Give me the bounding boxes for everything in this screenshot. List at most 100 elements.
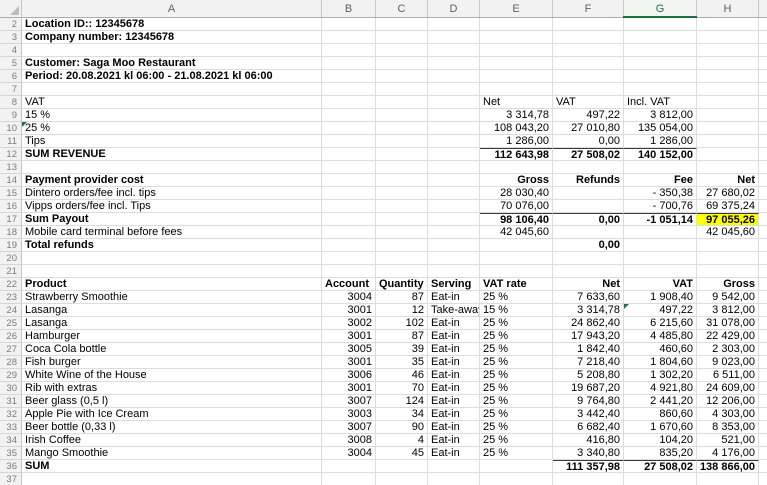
row-header-5[interactable]: 5 (0, 57, 22, 70)
cell-F30[interactable]: 19 687,20 (553, 382, 624, 395)
cell-A2[interactable]: Location ID:: 12345678 (22, 18, 322, 31)
cell-F7[interactable] (553, 83, 624, 96)
cell-B11[interactable] (322, 135, 376, 148)
select-all-corner[interactable] (0, 0, 22, 17)
row-header-30[interactable]: 30 (0, 382, 22, 395)
cell-B3[interactable] (322, 31, 376, 44)
cell-G32[interactable]: 860,60 (624, 408, 697, 421)
cell-A7[interactable] (22, 83, 322, 96)
cell-G31[interactable]: 2 441,20 (624, 395, 697, 408)
cell-B34[interactable]: 3008 (322, 434, 376, 447)
row-header-13[interactable]: 13 (0, 161, 22, 174)
row-header-14[interactable]: 14 (0, 174, 22, 187)
cell-A16[interactable]: Vipps orders/fee incl. Tips (22, 200, 322, 213)
cell-A30[interactable]: Rib with extras (22, 382, 322, 395)
cell-H28[interactable]: 9 023,00 (697, 356, 759, 369)
cell-C33[interactable]: 90 (376, 421, 428, 434)
row-header-33[interactable]: 33 (0, 421, 22, 434)
cell-E4[interactable] (480, 44, 553, 57)
cell-B8[interactable] (322, 96, 376, 109)
cell-C9[interactable] (376, 109, 428, 122)
cell-B23[interactable]: 3004 (322, 291, 376, 304)
cell-F12[interactable]: 27 508,02 (553, 148, 624, 161)
cell-F22[interactable]: Net (553, 278, 624, 291)
cell-H13[interactable] (697, 161, 759, 174)
cell-E35[interactable]: 25 % (480, 447, 553, 460)
cell-B19[interactable] (322, 239, 376, 252)
cell-C36[interactable] (376, 460, 428, 473)
cell-F31[interactable]: 9 764,80 (553, 395, 624, 408)
cell-B16[interactable] (322, 200, 376, 213)
cell-C30[interactable]: 70 (376, 382, 428, 395)
cell-C2[interactable] (376, 18, 428, 31)
cell-F9[interactable]: 497,22 (553, 109, 624, 122)
column-header-H[interactable]: H (697, 0, 759, 17)
row-header-34[interactable]: 34 (0, 434, 22, 447)
cell-F18[interactable] (553, 226, 624, 239)
cell-C19[interactable] (376, 239, 428, 252)
cell-G7[interactable] (624, 83, 697, 96)
cell-D4[interactable] (428, 44, 480, 57)
cell-C26[interactable]: 87 (376, 330, 428, 343)
cell-C29[interactable]: 46 (376, 369, 428, 382)
cell-F26[interactable]: 17 943,20 (553, 330, 624, 343)
cell-A13[interactable] (22, 161, 322, 174)
cell-C24[interactable]: 12 (376, 304, 428, 317)
cell-A17[interactable]: Sum Payout (22, 213, 322, 226)
column-header-A[interactable]: A (22, 0, 322, 17)
cell-A5[interactable]: Customer: Saga Moo Restaurant (22, 57, 322, 70)
cell-C23[interactable]: 87 (376, 291, 428, 304)
cell-G25[interactable]: 6 215,60 (624, 317, 697, 330)
cell-A27[interactable]: Coca Cola bottle (22, 343, 322, 356)
cell-B27[interactable]: 3005 (322, 343, 376, 356)
cell-E19[interactable] (480, 239, 553, 252)
cell-H30[interactable]: 24 609,00 (697, 382, 759, 395)
cell-C4[interactable] (376, 44, 428, 57)
cell-H4[interactable] (697, 44, 759, 57)
column-header-F[interactable]: F (553, 0, 624, 17)
cell-D28[interactable]: Eat-in (428, 356, 480, 369)
cell-E20[interactable] (480, 252, 553, 265)
cell-G35[interactable]: 835,20 (624, 447, 697, 460)
cell-G33[interactable]: 1 670,60 (624, 421, 697, 434)
cell-G3[interactable] (624, 31, 697, 44)
column-header-G[interactable]: G (623, 0, 697, 18)
cell-H24[interactable]: 3 812,00 (697, 304, 759, 317)
cell-A23[interactable]: Strawberry Smoothie (22, 291, 322, 304)
cell-G28[interactable]: 1 804,60 (624, 356, 697, 369)
cell-B22[interactable]: Account (322, 278, 376, 291)
cell-A29[interactable]: White Wine of the House (22, 369, 322, 382)
row-header-4[interactable]: 4 (0, 44, 22, 57)
cell-B25[interactable]: 3002 (322, 317, 376, 330)
cell-A21[interactable] (22, 265, 322, 278)
row-header-35[interactable]: 35 (0, 447, 22, 460)
cell-F13[interactable] (553, 161, 624, 174)
cell-A10[interactable]: 25 % (22, 122, 322, 135)
cell-A36[interactable]: SUM (22, 460, 322, 473)
cell-E15[interactable]: 28 030,40 (480, 187, 553, 200)
cell-F35[interactable]: 3 340,80 (553, 447, 624, 460)
row-header-2[interactable]: 2 (0, 18, 22, 31)
cell-B36[interactable] (322, 460, 376, 473)
cell-A19[interactable]: Total refunds (22, 239, 322, 252)
cell-E26[interactable]: 25 % (480, 330, 553, 343)
cell-C34[interactable]: 4 (376, 434, 428, 447)
row-header-18[interactable]: 18 (0, 226, 22, 239)
cell-A22[interactable]: Product (22, 278, 322, 291)
cell-B5[interactable] (322, 57, 376, 70)
cell-B28[interactable]: 3001 (322, 356, 376, 369)
cell-A8[interactable]: VAT (22, 96, 322, 109)
cell-G34[interactable]: 104,20 (624, 434, 697, 447)
cell-D26[interactable]: Eat-in (428, 330, 480, 343)
cell-A33[interactable]: Beer bottle (0,33 l) (22, 421, 322, 434)
cell-E37[interactable] (480, 473, 553, 485)
cell-E12[interactable]: 112 643,98 (480, 148, 553, 161)
cell-A14[interactable]: Payment provider cost (22, 174, 322, 187)
cell-B29[interactable]: 3006 (322, 369, 376, 382)
row-header-27[interactable]: 27 (0, 343, 22, 356)
cell-D15[interactable] (428, 187, 480, 200)
cell-C20[interactable] (376, 252, 428, 265)
column-header-D[interactable]: D (428, 0, 480, 17)
cell-E5[interactable] (480, 57, 553, 70)
cell-B32[interactable]: 3003 (322, 408, 376, 421)
